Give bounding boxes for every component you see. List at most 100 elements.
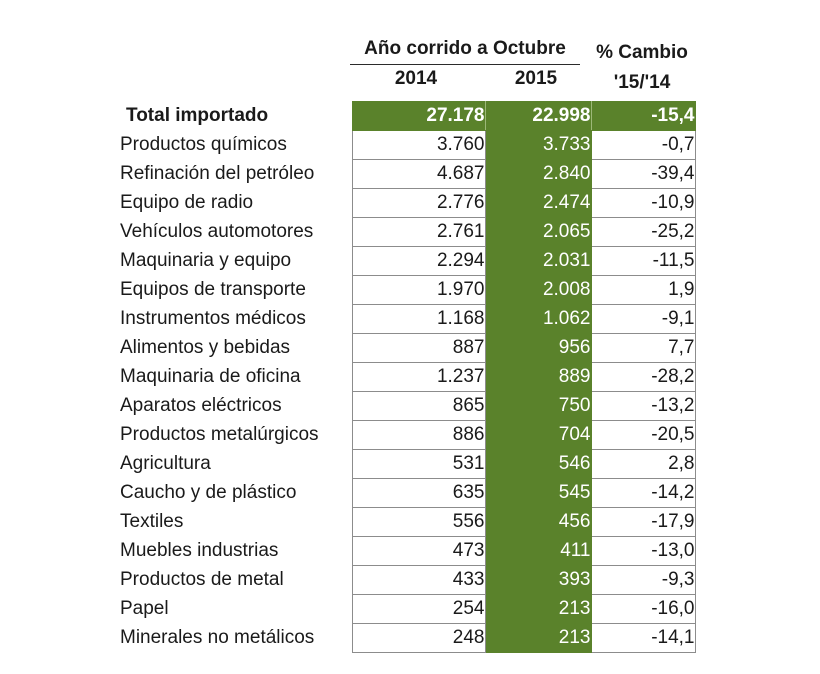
value-2014: 4.687	[351, 159, 486, 189]
value-2015: 213	[484, 594, 592, 624]
row-label: Vehículos automotores	[120, 221, 314, 242]
value-2015: 411	[484, 536, 592, 566]
pct-change: -20,5	[590, 420, 696, 450]
row-label: Productos de metal	[120, 569, 284, 590]
value-2015: 3.733	[484, 130, 592, 160]
pct-change: -17,9	[590, 507, 696, 537]
value-2015: 22.998	[484, 101, 592, 131]
table-row: Maquinaria de oficina 1.237 889 -28,2	[120, 362, 696, 392]
table-row: Maquinaria y equipo 2.294 2.031 -11,5	[120, 246, 696, 276]
pct-change: -28,2	[590, 362, 696, 392]
pct-change: -10,9	[590, 188, 696, 218]
table-row: Minerales no metálicos 248 213 -14,1	[120, 623, 696, 653]
table-row: Muebles industrias 473 411 -13,0	[120, 536, 696, 566]
value-2014: 3.760	[351, 130, 486, 160]
pct-change: -0,7	[590, 130, 696, 160]
value-2014: 1.168	[351, 304, 486, 334]
row-label: Equipo de radio	[120, 192, 254, 213]
value-2015: 393	[484, 565, 592, 595]
value-2014: 635	[351, 478, 486, 508]
header-underline	[350, 64, 580, 65]
period-header-label: Año corrido a Octubre	[364, 38, 566, 59]
table-row: Aparatos eléctricos 865 750 -13,2	[120, 391, 696, 421]
value-2014: 2.761	[351, 217, 486, 247]
table-row: Equipo de radio 2.776 2.474 -10,9	[120, 188, 696, 218]
value-2015: 889	[484, 362, 592, 392]
value-2014: 886	[351, 420, 486, 450]
pct-change: -11,5	[590, 246, 696, 276]
value-2015: 456	[484, 507, 592, 537]
pct-change: -14,2	[590, 478, 696, 508]
row-label: Productos metalúrgicos	[120, 424, 319, 445]
value-2014: 865	[351, 391, 486, 421]
value-2014: 1.237	[351, 362, 486, 392]
pct-change-header-line2: '15/'14	[613, 72, 671, 93]
value-2014: 887	[351, 333, 486, 363]
pct-change-header-line1: % Cambio	[596, 42, 688, 63]
pct-change: -16,0	[590, 594, 696, 624]
total-row: Total importado 27.178 22.998 -15,4	[120, 101, 696, 131]
value-2014: 556	[351, 507, 486, 537]
value-2015: 704	[484, 420, 592, 450]
value-2015: 2.474	[484, 188, 592, 218]
row-label: Maquinaria y equipo	[120, 250, 292, 271]
pct-change-header: % Cambio '15/'14	[588, 38, 696, 98]
value-2015: 750	[484, 391, 592, 421]
value-2014: 2.294	[351, 246, 486, 276]
row-label: Minerales no metálicos	[120, 627, 315, 648]
row-label: Equipos de transporte	[120, 279, 306, 300]
value-2015: 2.065	[484, 217, 592, 247]
value-2014: 2.776	[351, 188, 486, 218]
imports-table: Total importado 27.178 22.998 -15,4 Producto…	[120, 101, 696, 653]
pct-change: 7,7	[590, 333, 696, 363]
value-2014: 27.178	[351, 101, 486, 131]
year-2014-header: 2014	[394, 68, 438, 89]
pct-change: 1,9	[590, 275, 696, 305]
row-label: Muebles industrias	[120, 540, 279, 561]
table-row: Refinación del petróleo 4.687 2.840 -39,4	[120, 159, 696, 189]
row-label: Caucho y de plástico	[120, 482, 297, 503]
table-row: Alimentos y bebidas 887 956 7,7	[120, 333, 696, 363]
row-label: Total importado	[126, 105, 269, 126]
value-2015: 546	[484, 449, 592, 479]
value-2015: 2.008	[484, 275, 592, 305]
row-label: Textiles	[120, 511, 184, 532]
value-2015: 956	[484, 333, 592, 363]
row-label: Maquinaria de oficina	[120, 366, 301, 387]
value-2014: 473	[351, 536, 486, 566]
table-row: Equipos de transporte 1.970 2.008 1,9	[120, 275, 696, 305]
value-2015: 213	[484, 623, 592, 653]
value-2014: 433	[351, 565, 486, 595]
value-2014: 248	[351, 623, 486, 653]
period-header: Año corrido a Octubre	[350, 38, 580, 65]
table-row: Textiles 556 456 -17,9	[120, 507, 696, 537]
table-row: Instrumentos médicos 1.168 1.062 -9,1	[120, 304, 696, 334]
row-label: Productos químicos	[120, 134, 287, 155]
pct-change: -25,2	[590, 217, 696, 247]
value-2015: 2.031	[484, 246, 592, 276]
pct-change: -15,4	[590, 101, 696, 131]
value-2015: 545	[484, 478, 592, 508]
pct-change: -13,0	[590, 536, 696, 566]
row-label: Aparatos eléctricos	[120, 395, 282, 416]
value-2014: 531	[351, 449, 486, 479]
pct-change: -9,3	[590, 565, 696, 595]
year-2015-header: 2015	[514, 68, 558, 89]
value-2014: 254	[351, 594, 486, 624]
value-2015: 1.062	[484, 304, 592, 334]
pct-change: 2,8	[590, 449, 696, 479]
pct-change: -14,1	[590, 623, 696, 653]
table-row: Vehículos automotores 2.761 2.065 -25,2	[120, 217, 696, 247]
table-row: Productos metalúrgicos 886 704 -20,5	[120, 420, 696, 450]
row-label: Agricultura	[120, 453, 211, 474]
pct-change: -13,2	[590, 391, 696, 421]
row-label: Refinación del petróleo	[120, 163, 315, 184]
table-row: Papel 254 213 -16,0	[120, 594, 696, 624]
pct-change: -9,1	[590, 304, 696, 334]
row-label: Papel	[120, 598, 169, 619]
table-row: Caucho y de plástico 635 545 -14,2	[120, 478, 696, 508]
value-2014: 1.970	[351, 275, 486, 305]
row-label: Alimentos y bebidas	[120, 337, 291, 358]
table-row: Productos de metal 433 393 -9,3	[120, 565, 696, 595]
table-row: Agricultura 531 546 2,8	[120, 449, 696, 479]
